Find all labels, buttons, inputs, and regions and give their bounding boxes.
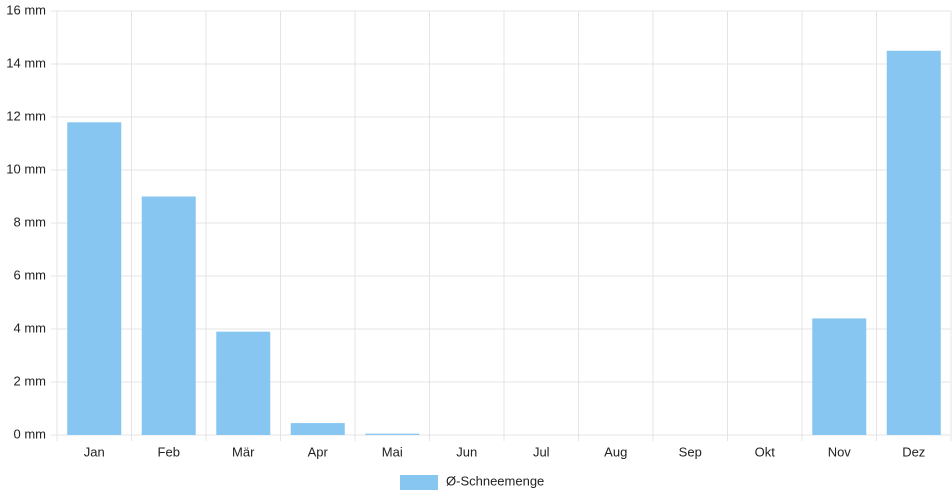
y-tick-label: 6 mm xyxy=(14,267,47,282)
legend-swatch xyxy=(400,475,438,490)
y-tick-label: 12 mm xyxy=(6,108,46,123)
bar xyxy=(67,122,122,436)
bar xyxy=(141,196,196,435)
x-tick-label: Aug xyxy=(604,444,627,459)
y-tick-label: 10 mm xyxy=(6,161,46,176)
legend-label: Ø-Schneemenge xyxy=(446,473,544,488)
bar xyxy=(216,331,271,435)
x-tick-label: Okt xyxy=(755,444,776,459)
bar xyxy=(365,433,420,435)
y-tick-label: 14 mm xyxy=(6,55,46,70)
x-tick-label: Dez xyxy=(902,444,925,459)
y-tick-label: 2 mm xyxy=(14,373,47,388)
y-tick-label: 8 mm xyxy=(14,214,47,229)
x-tick-label: Apr xyxy=(308,444,329,459)
y-tick-label: 0 mm xyxy=(14,426,47,441)
y-tick-label: 4 mm xyxy=(14,320,47,335)
bar xyxy=(290,423,345,435)
x-tick-label: Jan xyxy=(84,444,105,459)
x-tick-label: Sep xyxy=(679,444,702,459)
x-tick-label: Feb xyxy=(158,444,180,459)
x-tick-label: Mai xyxy=(382,444,403,459)
x-tick-label: Jul xyxy=(533,444,550,459)
x-tick-label: Nov xyxy=(828,444,852,459)
x-tick-label: Jun xyxy=(456,444,477,459)
bar xyxy=(886,50,941,435)
x-tick-label: Mär xyxy=(232,444,255,459)
bar xyxy=(812,318,867,435)
y-tick-label: 16 mm xyxy=(6,2,46,17)
